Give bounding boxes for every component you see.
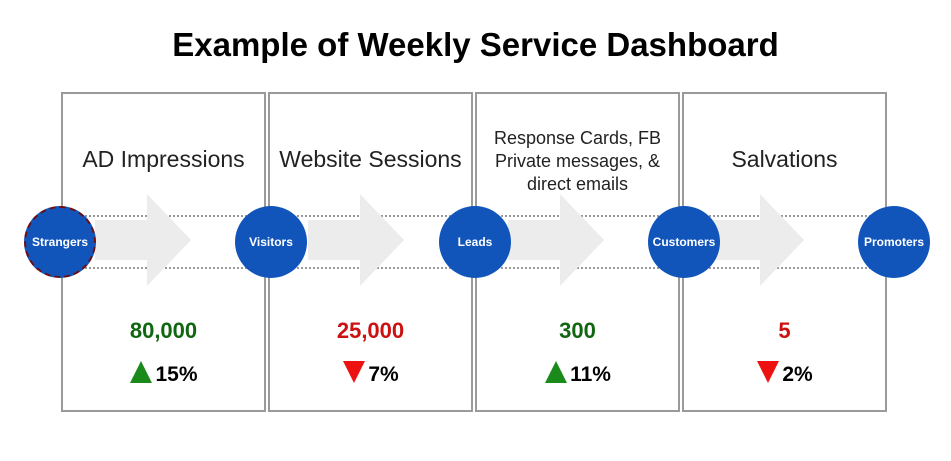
stage-change: 15% (63, 360, 264, 387)
stage-change: 11% (477, 360, 678, 387)
stage-change-value: 15% (155, 363, 198, 386)
stage-value: 5 (778, 318, 791, 343)
page-title: Example of Weekly Service Dashboard (172, 26, 779, 63)
stage-label: Response Cards, FB Private messages, & d… (493, 128, 662, 194)
arrow-up-icon (130, 361, 153, 383)
flow-arrow-icon (95, 194, 191, 286)
stage-change-value: 7% (368, 363, 399, 386)
stage-label: AD Impressions (82, 146, 245, 172)
stage-change-value: 2% (782, 363, 813, 386)
node-strangers: Strangers (24, 206, 96, 278)
node-customers: Customers (648, 206, 720, 278)
stage-change-value: 11% (570, 363, 611, 386)
flow-arrow-icon (308, 194, 404, 286)
node-promoters: Promoters (858, 206, 930, 278)
node-leads: Leads (439, 206, 511, 278)
stage-label: Website Sessions (279, 146, 462, 172)
arrow-down-icon (757, 361, 780, 383)
node-visitors: Visitors (235, 206, 307, 278)
flow-arrow-icon (708, 194, 804, 286)
stage-label: Salvations (731, 146, 838, 172)
stage-value: 25,000 (336, 318, 405, 343)
arrow-down-icon (343, 361, 366, 383)
stage-value: 80,000 (129, 318, 198, 343)
stage-change: 2% (684, 360, 885, 387)
stage-panel-salvations: Salvations 5 2% (682, 92, 887, 412)
stage-change: 7% (270, 360, 471, 387)
stage-value: 300 (559, 318, 596, 343)
flow-arrow-icon (508, 194, 604, 286)
arrow-up-icon (545, 361, 568, 383)
